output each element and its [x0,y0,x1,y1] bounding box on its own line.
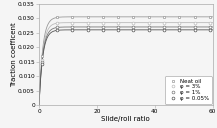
φ = 3% [163,22,165,23]
φ = 1% [163,26,165,28]
Neat oil [163,16,165,18]
φ = 3% [102,22,104,23]
φ = 0.05% [132,29,135,31]
φ = 1% [56,27,59,28]
Line: φ = 1%: φ = 1% [41,26,211,63]
φ = 1% [102,26,104,28]
Neat oil [71,16,74,18]
Neat oil [117,16,120,18]
φ = 0.05% [117,29,120,31]
φ = 3% [193,22,196,23]
φ = 0.05% [147,29,150,31]
Neat oil [56,17,59,18]
Line: φ = 3%: φ = 3% [41,21,211,61]
φ = 0.05% [41,63,43,64]
φ = 1% [178,26,181,28]
φ = 1% [71,26,74,28]
Neat oil [132,16,135,18]
φ = 3% [132,22,135,23]
Neat oil [209,16,211,18]
φ = 1% [209,26,211,28]
φ = 1% [193,26,196,28]
φ = 3% [178,22,181,23]
φ = 0.05% [178,29,181,31]
Neat oil [193,16,196,18]
Neat oil [86,16,89,18]
φ = 0.05% [56,30,59,31]
Neat oil [102,16,104,18]
Neat oil [147,16,150,18]
φ = 3% [41,59,43,60]
Line: φ = 0.05%: φ = 0.05% [41,28,211,65]
φ = 0.05% [209,29,211,31]
φ = 3% [86,22,89,23]
φ = 3% [71,22,74,23]
φ = 3% [209,22,211,23]
φ = 0.05% [102,29,104,31]
X-axis label: Slide/roll ratio: Slide/roll ratio [102,115,150,121]
Neat oil [41,56,43,57]
Legend: Neat oil, φ = 3%, φ = 1%, φ = 0.05%: Neat oil, φ = 3%, φ = 1%, φ = 0.05% [165,76,212,104]
φ = 3% [147,22,150,23]
φ = 0.05% [71,29,74,31]
Line: Neat oil: Neat oil [41,15,211,58]
φ = 3% [56,22,59,24]
φ = 1% [86,26,89,28]
φ = 1% [117,26,120,28]
Y-axis label: Traction coefficent: Traction coefficent [11,22,17,87]
φ = 1% [147,26,150,28]
φ = 0.05% [163,29,165,31]
φ = 0.05% [86,29,89,31]
φ = 0.05% [193,29,196,31]
φ = 1% [41,61,43,63]
φ = 1% [132,26,135,28]
φ = 3% [117,22,120,23]
Neat oil [178,16,181,18]
